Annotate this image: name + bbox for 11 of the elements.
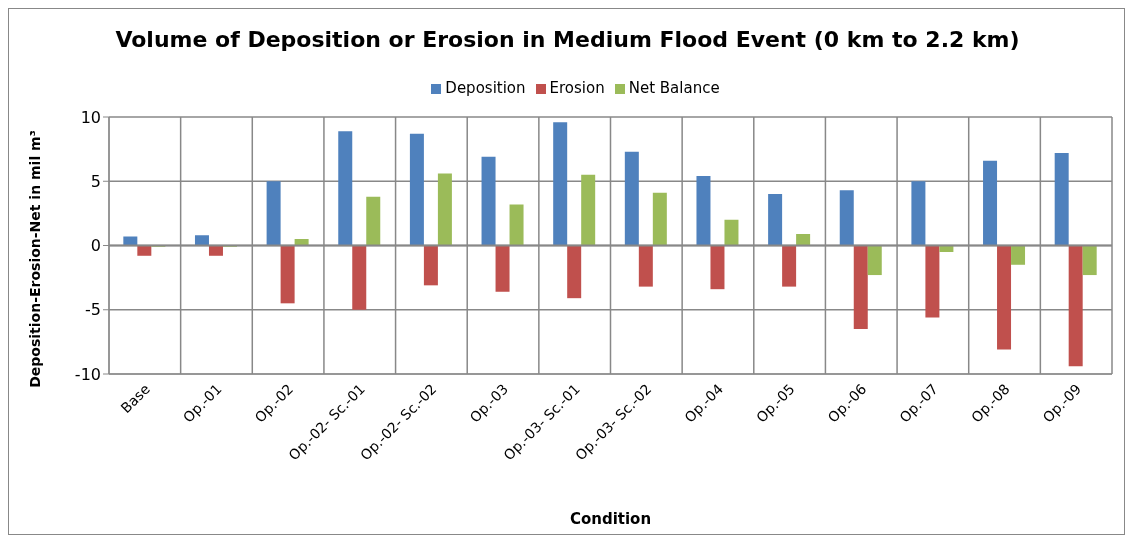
- y-tick-label: -5: [85, 300, 101, 320]
- y-axis-title: Deposition-Erosion-Net in mil m³: [27, 130, 43, 388]
- y-tick-label: 10: [80, 107, 101, 127]
- y-tick-label: -10: [74, 364, 101, 384]
- chart-title: Volume of Deposition or Erosion in Medium Flood Event (0 km to 2.2 km): [114, 27, 1021, 52]
- legend-label: Deposition: [445, 79, 526, 97]
- y-tick-label: 5: [90, 171, 101, 191]
- legend-label: Net Balance: [628, 79, 720, 97]
- x-axis-title: Condition: [569, 510, 652, 528]
- legend-label: Erosion: [549, 79, 605, 97]
- y-tick-label: 0: [90, 236, 101, 256]
